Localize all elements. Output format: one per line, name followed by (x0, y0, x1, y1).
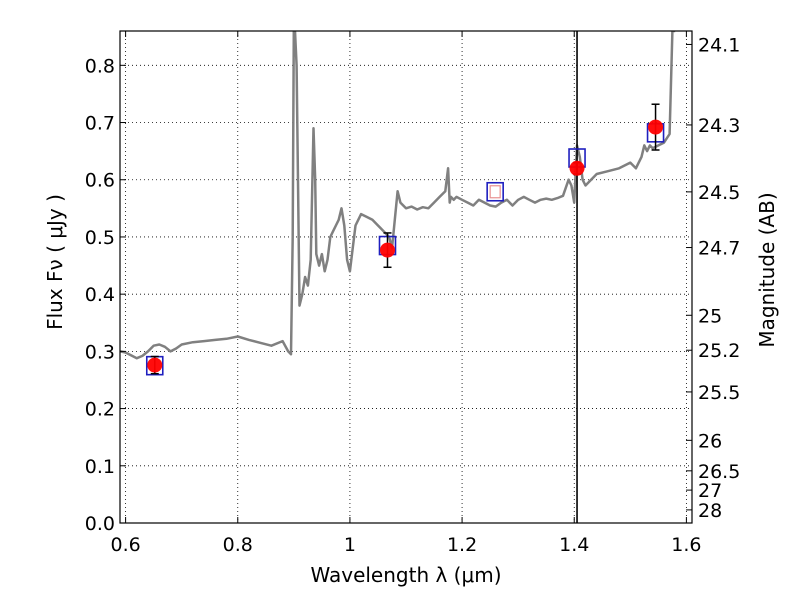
x-tick-label: 1.4 (559, 534, 589, 556)
y-tick-label: 0.8 (85, 55, 115, 77)
y-tick-label: 0.4 (85, 284, 115, 306)
y-tick-label: 0.3 (85, 341, 115, 363)
observed-photometry-point (379, 242, 395, 258)
marker-layer (145, 103, 665, 376)
spectrum-line (120, 31, 676, 360)
plot-frame (119, 30, 693, 524)
x-tick-label: 1.2 (447, 534, 477, 556)
y2-axis-label: Magnitude (AB) (755, 192, 779, 347)
y2-tick-label: 27 (698, 480, 722, 502)
y-tick-label: 0.0 (85, 513, 115, 535)
observed-photometry-point (147, 357, 163, 373)
x-tick-label: 0.6 (110, 534, 140, 556)
y2-tick-label: 25.5 (698, 382, 740, 404)
x-tick-label: 1 (344, 534, 356, 556)
y2-tick-label: 24.7 (698, 238, 740, 260)
y2-tick-label: 24.3 (698, 115, 740, 137)
upper-limit-square (489, 185, 501, 199)
y2-tick-label: 25 (698, 305, 722, 327)
tick-layer: 0.6 0.8 1 1.2 1.4 1.6 0.0 0.1 0.2 0.3 0.4 0.5 0.6 0.7… (85, 31, 740, 556)
grid-lines (120, 31, 692, 524)
y2-tick-label: 26.5 (698, 461, 740, 483)
model-photometry-square (486, 181, 504, 202)
y2-tick-label: 28 (698, 500, 722, 522)
y2-tick-label: 26 (698, 430, 722, 452)
y-tick-label: 0.6 (85, 170, 115, 192)
y2-tick-label: 24.1 (698, 34, 740, 56)
x-tick-label: 0.8 (223, 534, 253, 556)
observed-photometry-point (569, 160, 585, 176)
x-tick-label: 1.6 (671, 534, 701, 556)
y-tick-label: 0.7 (85, 113, 115, 135)
y-tick-label: 0.5 (85, 227, 115, 249)
y-tick-label: 0.1 (85, 456, 115, 478)
x-axis-label: Wavelength λ (μm) (310, 563, 501, 587)
spectrum-layer (120, 31, 676, 360)
y2-tick-label: 24.5 (698, 182, 740, 204)
y2-tick-label: 25.2 (698, 340, 740, 362)
y-axis-label: Flux Fν ( μJy ) (43, 194, 67, 330)
observed-photometry-point (648, 119, 664, 135)
y-tick-label: 0.2 (85, 399, 115, 421)
